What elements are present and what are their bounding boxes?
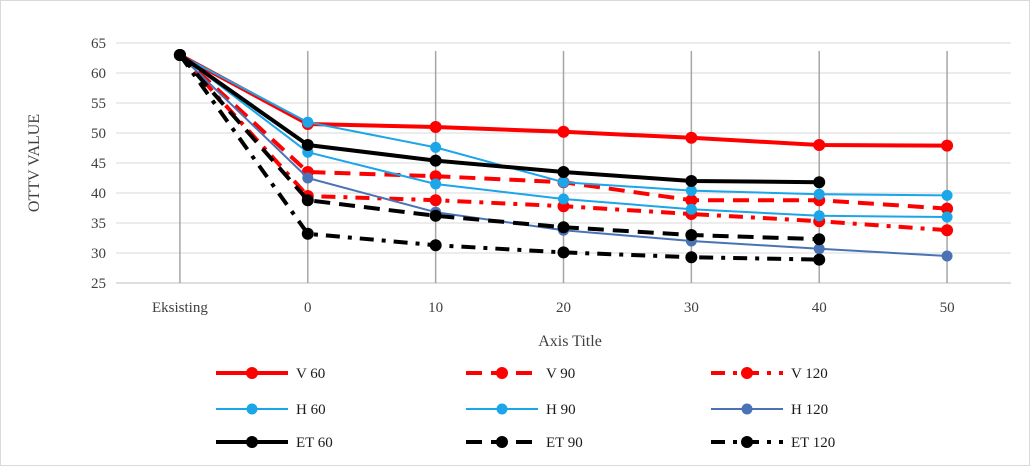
- data-point: [302, 116, 314, 128]
- legend-swatch-marker: [496, 367, 508, 379]
- data-point: [813, 210, 825, 222]
- series-et-90: [173, 49, 826, 246]
- series-h-60: [174, 49, 953, 201]
- data-point: [685, 131, 698, 144]
- series-line: [178, 53, 820, 185]
- y-tick-label: 55: [91, 96, 106, 112]
- legend-label: ET 90: [546, 435, 583, 451]
- legend-label: V 90: [546, 366, 575, 382]
- legend-swatch-marker: [741, 436, 753, 448]
- series-line: [178, 53, 820, 242]
- legend-swatch-marker: [496, 403, 508, 415]
- legend-swatch-marker: [246, 367, 258, 379]
- y-axis-title: OTTV VALUE: [26, 114, 43, 212]
- data-point: [558, 176, 569, 188]
- legend-label: V 60: [296, 366, 325, 382]
- legend-swatch-marker: [741, 403, 753, 415]
- data-point: [813, 176, 826, 189]
- data-point: [429, 170, 442, 183]
- data-point: [941, 139, 954, 152]
- legend-swatch-marker: [246, 403, 258, 415]
- x-tick-label: 0: [304, 300, 312, 316]
- x-tick-label: 10: [428, 300, 443, 316]
- legend-swatch-marker: [741, 367, 753, 379]
- legend-item: V 60: [216, 366, 325, 382]
- data-point: [557, 221, 570, 234]
- x-tick-label: 30: [684, 300, 699, 316]
- series-et-120: [173, 49, 826, 266]
- data-point: [813, 243, 825, 255]
- legend-item: ET 60: [216, 435, 333, 451]
- data-point: [301, 194, 314, 207]
- legend-label: H 90: [546, 402, 576, 418]
- data-point: [813, 188, 825, 200]
- x-tick-label: Eksisting: [152, 300, 208, 316]
- data-point: [685, 251, 698, 264]
- legend-swatch-marker: [246, 436, 258, 448]
- data-point: [301, 227, 314, 240]
- y-tick-label: 65: [91, 36, 106, 52]
- y-tick-label: 60: [91, 66, 106, 82]
- series-et-60: [173, 49, 826, 189]
- data-point: [429, 121, 442, 133]
- data-point: [685, 175, 698, 187]
- data-point: [685, 229, 698, 241]
- series-line: [178, 53, 820, 262]
- data-point: [813, 253, 826, 266]
- legend-label: V 120: [791, 366, 828, 382]
- axes: 25 30 35 40 45 50 55 60 65 Eksisting 0 10 20 30 40 50: [91, 36, 955, 316]
- legend-item: H 60: [216, 402, 326, 418]
- legend-label: ET 120: [791, 435, 835, 451]
- legend: V 60 V 90 V 120 H 60 H 90 H 120 ET 60 ET 90 ET 1…: [216, 366, 835, 451]
- data-point: [302, 172, 314, 184]
- legend-label: H 120: [791, 402, 828, 418]
- legend-item: H 90: [466, 402, 576, 418]
- y-tick-label: 50: [91, 126, 106, 142]
- data-point: [301, 139, 314, 151]
- y-tick-label: 45: [91, 156, 106, 172]
- data-point: [941, 224, 954, 237]
- data-point: [813, 139, 826, 151]
- x-tick-label: 50: [940, 300, 955, 316]
- x-tick-label: 40: [812, 300, 827, 316]
- data-point: [430, 178, 442, 190]
- data-point: [685, 203, 697, 215]
- data-point: [430, 141, 442, 153]
- data-point: [557, 166, 570, 178]
- legend-label: H 60: [296, 402, 326, 418]
- data-point: [941, 189, 953, 201]
- legend-swatch-marker: [496, 436, 508, 448]
- legend-item: V 120: [711, 366, 828, 382]
- data-point: [429, 239, 442, 252]
- data-point: [173, 49, 186, 61]
- data-point: [685, 185, 697, 197]
- legend-item: ET 90: [466, 435, 583, 451]
- data-point: [558, 193, 569, 205]
- legend-label: ET 60: [296, 435, 333, 451]
- data-point: [429, 209, 442, 222]
- data-point: [813, 233, 826, 246]
- data-point: [941, 211, 953, 223]
- y-tick-label: 25: [91, 276, 106, 292]
- x-axis-title: Axis Title: [538, 333, 602, 350]
- legend-item: ET 120: [711, 435, 835, 451]
- data-point: [429, 194, 442, 207]
- data-point: [941, 202, 954, 215]
- data-point: [941, 250, 953, 262]
- y-tick-label: 30: [91, 246, 106, 262]
- data-point: [557, 125, 570, 138]
- legend-item: H 120: [711, 402, 828, 418]
- data-point: [557, 246, 570, 259]
- data-point: [685, 194, 698, 207]
- x-tick-label: 20: [556, 300, 571, 316]
- series-lines: [173, 49, 954, 266]
- y-tick-label: 40: [91, 186, 106, 202]
- y-tick-label: 35: [91, 216, 106, 232]
- data-point: [429, 154, 442, 167]
- legend-item: V 90: [466, 366, 575, 382]
